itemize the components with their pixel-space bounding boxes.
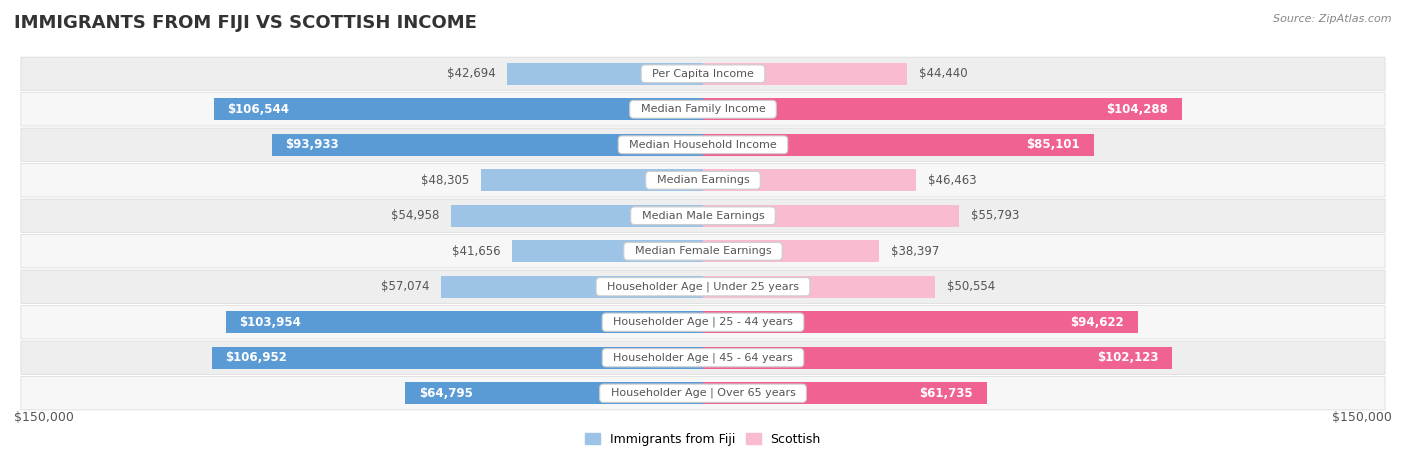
Bar (508, 63, 703, 85)
Bar (271, 134, 703, 156)
Text: $94,622: $94,622 (1070, 316, 1123, 329)
Text: $42,694: $42,694 (447, 67, 495, 80)
Bar (450, 205, 703, 227)
Text: IMMIGRANTS FROM FIJI VS SCOTTISH INCOME: IMMIGRANTS FROM FIJI VS SCOTTISH INCOME (14, 14, 477, 32)
Text: $85,101: $85,101 (1026, 138, 1080, 151)
Bar (703, 276, 935, 298)
FancyBboxPatch shape (21, 128, 1385, 162)
Text: $50,554: $50,554 (946, 280, 995, 293)
Text: Householder Age | 45 - 64 years: Householder Age | 45 - 64 years (606, 353, 800, 363)
FancyBboxPatch shape (21, 163, 1385, 197)
Text: $150,000: $150,000 (1331, 411, 1392, 424)
FancyBboxPatch shape (21, 341, 1385, 375)
FancyBboxPatch shape (21, 305, 1385, 339)
Bar (512, 240, 703, 262)
Text: $103,954: $103,954 (239, 316, 301, 329)
Text: Householder Age | Under 25 years: Householder Age | Under 25 years (600, 282, 806, 292)
FancyBboxPatch shape (21, 270, 1385, 304)
Text: $106,544: $106,544 (228, 103, 290, 116)
Text: Source: ZipAtlas.com: Source: ZipAtlas.com (1274, 14, 1392, 24)
Bar (703, 205, 959, 227)
Text: $48,305: $48,305 (422, 174, 470, 187)
FancyBboxPatch shape (21, 92, 1385, 126)
Text: $104,288: $104,288 (1107, 103, 1168, 116)
Text: $102,123: $102,123 (1097, 351, 1159, 364)
Text: $93,933: $93,933 (285, 138, 339, 151)
Bar (703, 347, 1173, 369)
Text: $41,656: $41,656 (451, 245, 501, 258)
Bar (441, 276, 703, 298)
FancyBboxPatch shape (21, 57, 1385, 91)
Bar (703, 382, 987, 404)
Bar (703, 311, 1137, 333)
Bar (212, 347, 703, 369)
Bar (225, 311, 703, 333)
Bar (703, 98, 1182, 120)
Text: $44,440: $44,440 (918, 67, 967, 80)
Text: $54,958: $54,958 (391, 209, 439, 222)
Text: $61,735: $61,735 (920, 387, 973, 400)
Bar (703, 169, 917, 191)
Text: $46,463: $46,463 (928, 174, 977, 187)
FancyBboxPatch shape (21, 234, 1385, 268)
Text: Median Earnings: Median Earnings (650, 175, 756, 185)
Text: Per Capita Income: Per Capita Income (645, 69, 761, 79)
Bar (703, 240, 879, 262)
Text: $38,397: $38,397 (891, 245, 939, 258)
Bar (481, 169, 703, 191)
Bar (703, 63, 907, 85)
Bar (703, 134, 1094, 156)
Text: Median Household Income: Median Household Income (621, 140, 785, 150)
Text: Median Male Earnings: Median Male Earnings (634, 211, 772, 221)
Bar (405, 382, 703, 404)
Text: $150,000: $150,000 (14, 411, 75, 424)
Text: $57,074: $57,074 (381, 280, 429, 293)
Text: Householder Age | Over 65 years: Householder Age | Over 65 years (603, 388, 803, 398)
Text: $64,795: $64,795 (419, 387, 472, 400)
Legend: Immigrants from Fiji, Scottish: Immigrants from Fiji, Scottish (581, 428, 825, 451)
FancyBboxPatch shape (21, 376, 1385, 410)
Text: $55,793: $55,793 (970, 209, 1019, 222)
Text: $106,952: $106,952 (225, 351, 287, 364)
FancyBboxPatch shape (21, 199, 1385, 233)
Text: Median Family Income: Median Family Income (634, 104, 772, 114)
Text: Householder Age | 25 - 44 years: Householder Age | 25 - 44 years (606, 317, 800, 327)
Bar (214, 98, 703, 120)
Text: Median Female Earnings: Median Female Earnings (627, 246, 779, 256)
